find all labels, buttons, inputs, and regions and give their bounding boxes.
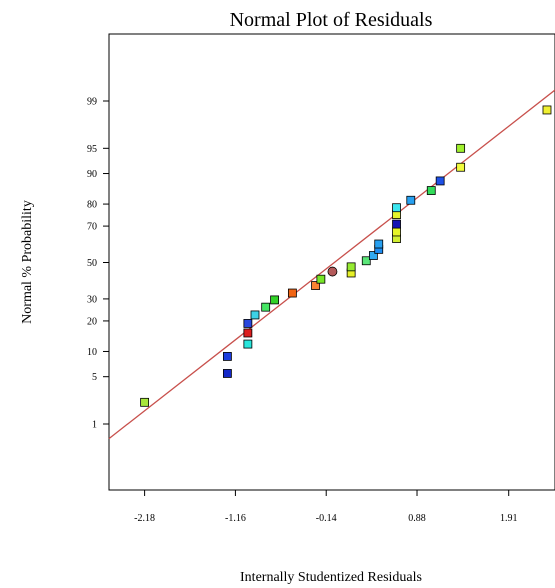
y-tick-label: 5 xyxy=(92,372,97,383)
residual-point xyxy=(261,302,271,312)
y-axis-label: Normal % Probability xyxy=(20,200,35,324)
residual-point xyxy=(346,262,356,272)
residual-point xyxy=(542,105,552,115)
y-tick-label: 80 xyxy=(87,200,97,211)
residual-point xyxy=(243,339,253,349)
data-points xyxy=(140,105,552,407)
residual-point xyxy=(270,295,279,305)
residual-point xyxy=(456,162,466,172)
residual-point xyxy=(435,176,445,186)
residual-point xyxy=(392,219,401,229)
residual-point xyxy=(287,288,297,298)
residual-point xyxy=(361,256,371,266)
x-tick-label: -2.18 xyxy=(134,513,155,524)
y-tick-label: 70 xyxy=(87,222,97,233)
residual-point xyxy=(406,195,416,205)
y-axis-ticks: 1 5 10 20 30 50 70 80 90 95 99 xyxy=(87,97,109,431)
residual-point xyxy=(426,186,436,195)
x-tick-label: -1.16 xyxy=(225,513,246,524)
residual-point xyxy=(140,397,150,407)
residual-point xyxy=(222,352,232,361)
fit-line xyxy=(108,89,555,440)
x-axis-label: Internally Studentized Residuals xyxy=(240,570,422,585)
y-tick-label: 99 xyxy=(87,97,97,108)
x-tick-label: 1.91 xyxy=(500,513,518,524)
residual-point xyxy=(456,143,466,153)
y-tick-label: 90 xyxy=(87,169,97,180)
y-tick-label: 1 xyxy=(92,420,97,431)
residual-point xyxy=(250,310,260,320)
x-tick-label: -0.14 xyxy=(316,513,337,524)
residual-point xyxy=(243,319,253,328)
y-tick-label: 10 xyxy=(87,347,97,358)
center-point-marker xyxy=(327,266,338,277)
residual-point xyxy=(311,281,320,290)
residual-point xyxy=(374,239,384,249)
chart-title: Normal Plot of Residuals xyxy=(230,9,433,31)
plot-frame xyxy=(108,33,555,491)
y-tick-label: 50 xyxy=(87,258,97,269)
y-tick-label: 20 xyxy=(87,316,97,327)
y-tick-label: 95 xyxy=(87,144,97,155)
residual-point xyxy=(392,203,401,213)
residual-point xyxy=(222,369,232,378)
y-tick-label: 30 xyxy=(87,294,97,305)
residual-point xyxy=(316,274,326,284)
x-tick-label: 0.88 xyxy=(408,513,426,524)
residual-point xyxy=(392,227,401,237)
residual-point xyxy=(243,328,253,338)
x-axis-ticks: -2.18 -1.16 -0.14 0.88 1.91 xyxy=(134,490,517,524)
residual-point xyxy=(368,251,378,260)
